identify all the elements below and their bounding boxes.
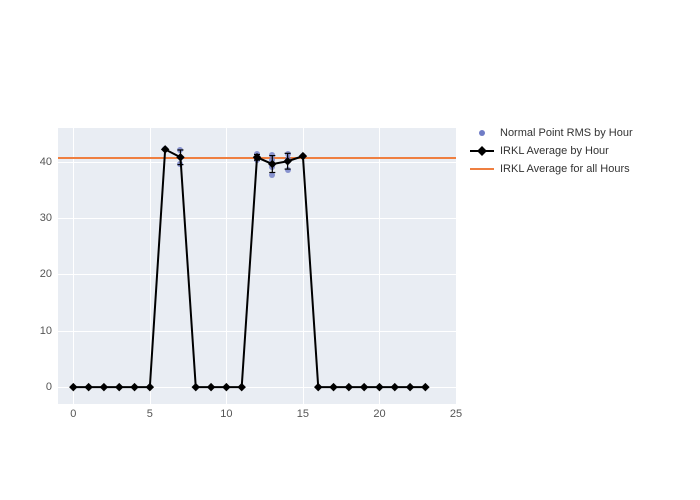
line-layer bbox=[58, 128, 456, 404]
legend-item: IRKL Average by Hour bbox=[470, 142, 633, 160]
hourly-avg-marker bbox=[161, 145, 169, 153]
hourly-avg-marker bbox=[375, 383, 383, 391]
hourly-avg-line bbox=[73, 149, 425, 387]
x-tick-label: 10 bbox=[220, 408, 232, 420]
hourly-avg-marker bbox=[314, 383, 322, 391]
hourly-avg-marker bbox=[283, 157, 291, 165]
legend-label: IRKL Average for all Hours bbox=[500, 163, 630, 175]
hourly-avg-marker bbox=[100, 383, 108, 391]
x-tick-label: 25 bbox=[450, 408, 462, 420]
y-tick-label: 40 bbox=[40, 156, 52, 168]
gridline-v bbox=[456, 128, 457, 404]
legend-swatch bbox=[470, 150, 494, 152]
hourly-avg-marker bbox=[391, 383, 399, 391]
hourly-avg-marker bbox=[299, 152, 307, 160]
x-tick-label: 0 bbox=[70, 408, 76, 420]
dot-icon bbox=[479, 130, 485, 136]
hourly-avg-marker bbox=[406, 383, 414, 391]
hourly-avg-marker bbox=[329, 383, 337, 391]
x-tick-label: 15 bbox=[297, 408, 309, 420]
legend-swatch bbox=[470, 130, 494, 136]
hourly-avg-marker bbox=[345, 383, 353, 391]
legend-label: Normal Point RMS by Hour bbox=[500, 127, 633, 139]
x-tick-label: 5 bbox=[147, 408, 153, 420]
legend-swatch bbox=[470, 168, 494, 170]
legend-label: IRKL Average by Hour bbox=[500, 145, 609, 157]
y-tick-label: 20 bbox=[40, 268, 52, 280]
legend: Normal Point RMS by Hour IRKL Average by … bbox=[470, 124, 633, 178]
hourly-avg-marker bbox=[421, 383, 429, 391]
y-tick-label: 0 bbox=[46, 381, 52, 393]
hourly-avg-marker bbox=[222, 383, 230, 391]
line-icon bbox=[470, 168, 494, 170]
line-icon bbox=[470, 150, 494, 152]
hourly-avg-marker bbox=[130, 383, 138, 391]
hourly-avg-marker bbox=[84, 383, 92, 391]
legend-item: Normal Point RMS by Hour bbox=[470, 124, 633, 142]
hourly-avg-marker bbox=[237, 383, 245, 391]
hourly-avg-marker bbox=[207, 383, 215, 391]
hourly-avg-marker bbox=[268, 160, 276, 168]
hourly-avg-marker bbox=[146, 383, 154, 391]
hourly-avg-marker bbox=[192, 383, 200, 391]
y-tick-label: 10 bbox=[40, 325, 52, 337]
legend-item: IRKL Average for all Hours bbox=[470, 160, 633, 178]
chart-container: 0 10 20 30 40 0 5 10 15 20 25 Normal Point RMS by … bbox=[0, 0, 700, 500]
hourly-avg-marker bbox=[115, 383, 123, 391]
hourly-avg-marker bbox=[69, 383, 77, 391]
hourly-avg-marker bbox=[360, 383, 368, 391]
diamond-icon bbox=[477, 146, 487, 156]
y-tick-label: 30 bbox=[40, 212, 52, 224]
hourly-avg-marker bbox=[176, 153, 184, 161]
x-tick-label: 20 bbox=[373, 408, 385, 420]
